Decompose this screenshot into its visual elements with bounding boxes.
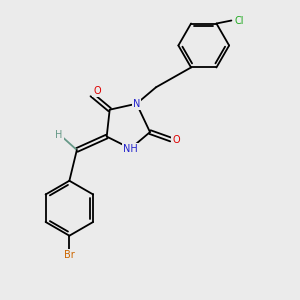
Text: N: N: [133, 99, 140, 109]
Text: H: H: [55, 130, 63, 140]
Text: NH: NH: [123, 143, 138, 154]
Text: Br: Br: [64, 250, 75, 260]
Text: O: O: [93, 86, 101, 96]
Text: Cl: Cl: [235, 16, 244, 26]
Text: O: O: [172, 134, 180, 145]
